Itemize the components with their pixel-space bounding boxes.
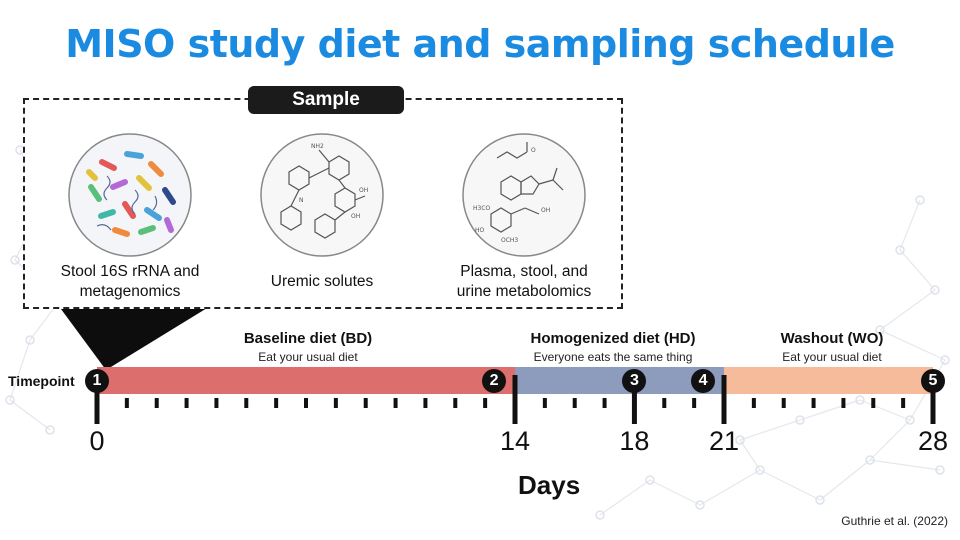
network-link bbox=[739, 419, 801, 441]
timepoint-label: Timepoint bbox=[8, 373, 75, 389]
network-link bbox=[9, 339, 31, 401]
network-link bbox=[819, 459, 871, 501]
network-node bbox=[875, 325, 885, 335]
network-node bbox=[755, 465, 765, 475]
network-link bbox=[899, 249, 936, 291]
network-link bbox=[699, 469, 761, 506]
sample-item-metabolomics: O H3CO HO OCH3 OH Plasma, stool, and uri… bbox=[434, 132, 614, 302]
svg-text:N: N bbox=[299, 197, 304, 204]
svg-text:H3CO: H3CO bbox=[473, 205, 491, 212]
phase-segment-2 bbox=[724, 367, 933, 394]
timepoint-marker-2: 2 bbox=[482, 368, 507, 393]
molecule-icon: OH NH2 OH N bbox=[259, 132, 385, 258]
sample-item-uremic-solutes: OH NH2 OH N Uremic solutes bbox=[232, 132, 412, 302]
network-node bbox=[645, 475, 655, 485]
phase-homogenized-title: Homogenized diet (HD) bbox=[530, 330, 696, 347]
sample-item-stool-sequencing: Stool 16S rRNA and metagenomics bbox=[40, 132, 220, 302]
slide-title: MISO study diet and sampling schedule bbox=[65, 22, 895, 66]
network-link bbox=[869, 419, 911, 461]
phase-segment-0 bbox=[97, 367, 515, 394]
network-link bbox=[9, 399, 51, 431]
timepoint-marker-3: 3 bbox=[622, 368, 647, 393]
metabolite-icon: O H3CO HO OCH3 OH bbox=[461, 132, 587, 258]
phase-baseline-title: Baseline diet (BD) bbox=[243, 330, 373, 347]
sample-header: Sample bbox=[248, 86, 404, 114]
day-label-28: 28 bbox=[917, 426, 949, 456]
network-link bbox=[879, 289, 936, 331]
phase-baseline-subtitle: Eat your usual diet bbox=[258, 350, 358, 364]
svg-text:OH: OH bbox=[541, 207, 550, 214]
svg-text:HO: HO bbox=[475, 227, 485, 234]
network-node bbox=[905, 415, 915, 425]
timepoint-marker-5: 5 bbox=[921, 368, 945, 393]
citation: Guthrie et al. (2022) bbox=[841, 514, 948, 528]
network-link bbox=[869, 459, 941, 471]
network-node bbox=[935, 465, 945, 475]
network-link bbox=[859, 399, 911, 421]
phase-washout-subtitle: Eat your usual diet bbox=[782, 350, 882, 364]
network-node bbox=[45, 425, 55, 435]
network-node bbox=[895, 245, 905, 255]
network-node bbox=[915, 195, 925, 205]
network-link bbox=[649, 479, 701, 506]
sample-label-line1: Stool 16S rRNA and bbox=[60, 263, 200, 280]
svg-text:OCH3: OCH3 bbox=[501, 237, 518, 244]
sample-label-line1: Plasma, stool, and bbox=[460, 263, 588, 280]
timepoint-marker-4: 4 bbox=[691, 368, 716, 393]
network-link bbox=[799, 399, 861, 421]
sample-label-line2: metagenomics bbox=[79, 283, 181, 300]
phase-segment-1 bbox=[515, 367, 724, 394]
day-label-18: 18 bbox=[619, 426, 650, 456]
timeline-bar bbox=[94, 367, 936, 424]
network-link bbox=[599, 479, 651, 516]
phase-washout-title: Washout (WO) bbox=[780, 330, 884, 347]
network-link bbox=[879, 329, 946, 361]
network-node bbox=[25, 335, 35, 345]
network-link bbox=[899, 199, 921, 251]
day-label-0: 0 bbox=[89, 426, 105, 456]
svg-text:O: O bbox=[531, 147, 536, 154]
microbiome-icon bbox=[67, 132, 193, 258]
network-node bbox=[795, 415, 805, 425]
sample-label-line1: Uremic solutes bbox=[270, 273, 374, 290]
sample-callout-wedge bbox=[58, 305, 212, 370]
phase-homogenized-subtitle: Everyone eats the same thing bbox=[533, 350, 693, 364]
network-node bbox=[815, 495, 825, 505]
sample-label-line2: urine metabolomics bbox=[456, 283, 592, 300]
network-node bbox=[5, 395, 15, 405]
network-node bbox=[10, 255, 20, 265]
network-node bbox=[930, 285, 940, 295]
network-link bbox=[759, 469, 821, 501]
svg-text:NH2: NH2 bbox=[311, 143, 324, 150]
network-node bbox=[855, 395, 865, 405]
day-label-21: 21 bbox=[708, 426, 740, 456]
timepoint-marker-1: 1 bbox=[85, 368, 109, 393]
network-node bbox=[940, 355, 950, 365]
network-node bbox=[595, 510, 605, 520]
network-node bbox=[865, 455, 875, 465]
svg-text:OH: OH bbox=[351, 213, 360, 220]
network-node bbox=[735, 435, 745, 445]
day-label-14: 14 bbox=[499, 426, 531, 456]
network-node bbox=[695, 500, 705, 510]
network-link bbox=[739, 439, 761, 471]
svg-text:OH: OH bbox=[359, 187, 368, 194]
x-axis-label: Days bbox=[518, 470, 581, 500]
